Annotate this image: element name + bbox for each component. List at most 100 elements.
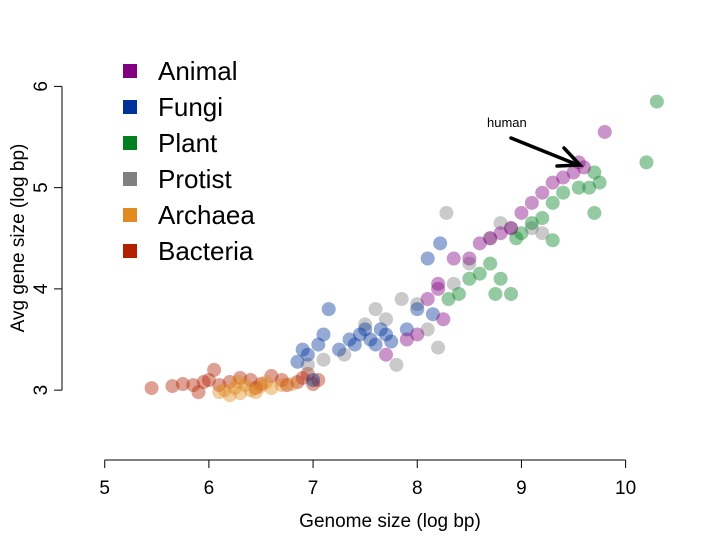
point bbox=[368, 302, 383, 317]
point bbox=[238, 378, 253, 393]
point bbox=[488, 286, 503, 301]
point bbox=[233, 386, 248, 401]
legend: Animal Fungi Plant Protist Archaea Bacteria bbox=[123, 56, 255, 266]
point bbox=[582, 180, 597, 195]
legend-swatch bbox=[123, 244, 137, 258]
point bbox=[545, 175, 560, 190]
point bbox=[295, 342, 310, 357]
point bbox=[290, 354, 305, 369]
axes: 5 6 7 8 9 10 3 4 5 6 bbox=[31, 81, 636, 499]
legend-label: Plant bbox=[158, 128, 218, 158]
point bbox=[316, 352, 331, 367]
point bbox=[358, 317, 373, 332]
x-tick-label: 10 bbox=[615, 478, 636, 499]
point bbox=[493, 216, 508, 231]
point bbox=[300, 357, 315, 372]
annotation: human bbox=[487, 115, 527, 130]
point bbox=[363, 332, 378, 347]
point bbox=[431, 281, 446, 296]
point bbox=[439, 205, 454, 220]
point bbox=[441, 292, 456, 307]
point bbox=[587, 165, 602, 180]
point bbox=[462, 256, 477, 271]
point bbox=[545, 195, 560, 210]
point bbox=[597, 124, 612, 139]
point bbox=[306, 373, 321, 388]
annotation-arrow bbox=[509, 136, 584, 168]
point bbox=[306, 377, 321, 392]
point bbox=[509, 231, 524, 246]
x-tick-label: 5 bbox=[99, 478, 110, 499]
legend-swatch bbox=[123, 64, 137, 78]
legend-label: Archaea bbox=[158, 200, 255, 230]
legend-swatch bbox=[123, 172, 137, 186]
point bbox=[436, 312, 451, 327]
point bbox=[274, 378, 289, 393]
point bbox=[535, 226, 550, 241]
point bbox=[212, 385, 227, 400]
point bbox=[493, 271, 508, 286]
point bbox=[504, 221, 519, 236]
point bbox=[316, 327, 331, 342]
point bbox=[264, 368, 279, 383]
point bbox=[321, 302, 336, 317]
point bbox=[311, 373, 326, 388]
x-tick-label: 6 bbox=[204, 478, 215, 499]
point bbox=[342, 332, 357, 347]
point bbox=[483, 256, 498, 271]
point bbox=[259, 375, 274, 390]
point bbox=[556, 185, 571, 200]
point bbox=[337, 347, 352, 362]
legend-swatch bbox=[123, 100, 137, 114]
point bbox=[379, 327, 394, 342]
point bbox=[191, 385, 206, 400]
point bbox=[248, 385, 263, 400]
point bbox=[504, 221, 519, 236]
point bbox=[373, 322, 388, 337]
point bbox=[379, 347, 394, 362]
point bbox=[212, 378, 227, 393]
point bbox=[196, 375, 211, 390]
point bbox=[410, 302, 425, 317]
point bbox=[358, 322, 373, 337]
point bbox=[264, 381, 279, 396]
point bbox=[201, 373, 216, 388]
point bbox=[504, 286, 519, 301]
point bbox=[410, 297, 425, 312]
point bbox=[524, 221, 539, 236]
point bbox=[446, 251, 461, 266]
x-axis-label: Genome size (log bp) bbox=[299, 511, 481, 532]
point bbox=[347, 337, 362, 352]
point bbox=[227, 381, 242, 396]
point bbox=[394, 292, 409, 307]
point bbox=[483, 231, 498, 246]
point bbox=[431, 340, 446, 355]
point bbox=[295, 370, 310, 385]
point bbox=[420, 292, 435, 307]
legend-swatch bbox=[123, 208, 137, 222]
legend-label: Protist bbox=[158, 164, 232, 194]
point bbox=[233, 370, 248, 385]
point bbox=[379, 312, 394, 327]
x-tick-label: 7 bbox=[308, 478, 319, 499]
point bbox=[410, 327, 425, 342]
point bbox=[493, 226, 508, 241]
point bbox=[462, 271, 477, 286]
point bbox=[571, 180, 586, 195]
point bbox=[144, 381, 159, 396]
point bbox=[300, 347, 315, 362]
point bbox=[399, 332, 414, 347]
point bbox=[446, 276, 461, 291]
x-tick-label: 9 bbox=[516, 478, 527, 499]
point bbox=[231, 375, 246, 390]
point bbox=[399, 322, 414, 337]
point bbox=[222, 388, 237, 403]
point bbox=[243, 383, 258, 398]
point bbox=[384, 334, 399, 349]
point bbox=[389, 357, 404, 372]
point bbox=[514, 205, 529, 220]
legend-label: Animal bbox=[158, 56, 237, 86]
point bbox=[253, 377, 268, 392]
point bbox=[243, 373, 258, 388]
